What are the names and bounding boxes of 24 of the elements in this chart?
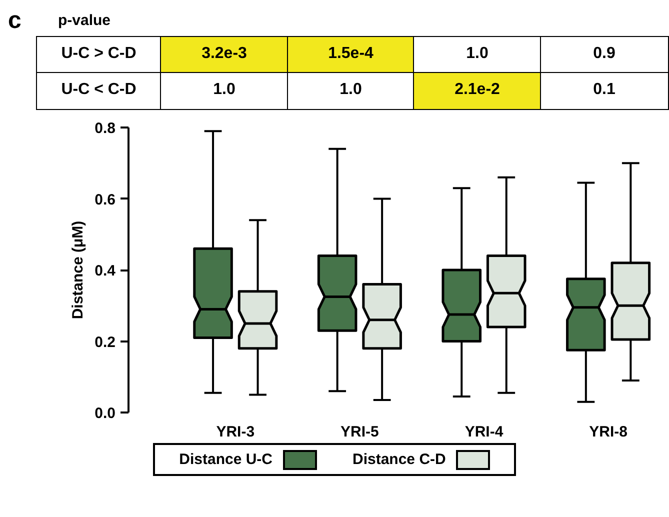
text: 3.2e-3: [160, 36, 288, 74]
y-tick-label: 0.4: [94, 262, 116, 280]
x-tick-label: YRI-3: [216, 424, 255, 440]
text: c: [8, 6, 22, 36]
y-tick-label: 0.2: [94, 334, 116, 351]
text: 1.0: [413, 36, 542, 74]
y-tick-label: 0.8: [94, 120, 116, 137]
text: U-C > C-D: [36, 36, 162, 74]
x-tick-label: YRI-5: [340, 424, 379, 440]
y-tick-label: 0.0: [94, 405, 116, 422]
text: 1.0: [160, 72, 288, 110]
text: U-C < C-D: [36, 72, 162, 110]
y-axis-title: Distance (μM): [70, 220, 87, 320]
text: 1.5e-4: [287, 36, 414, 74]
y-tick-label: 0.6: [94, 191, 116, 208]
text: 2.1e-2: [413, 72, 542, 110]
text: 0.1: [540, 72, 668, 110]
x-tick-label: YRI-8: [589, 424, 628, 440]
text: 0.9: [540, 36, 668, 74]
x-tick-label: YRI-4: [464, 424, 504, 440]
text: 1.0: [287, 72, 414, 110]
legend-label: Distance U-C: [179, 450, 272, 470]
text: p-value: [58, 11, 111, 31]
legend-label: Distance C-D: [352, 450, 446, 470]
